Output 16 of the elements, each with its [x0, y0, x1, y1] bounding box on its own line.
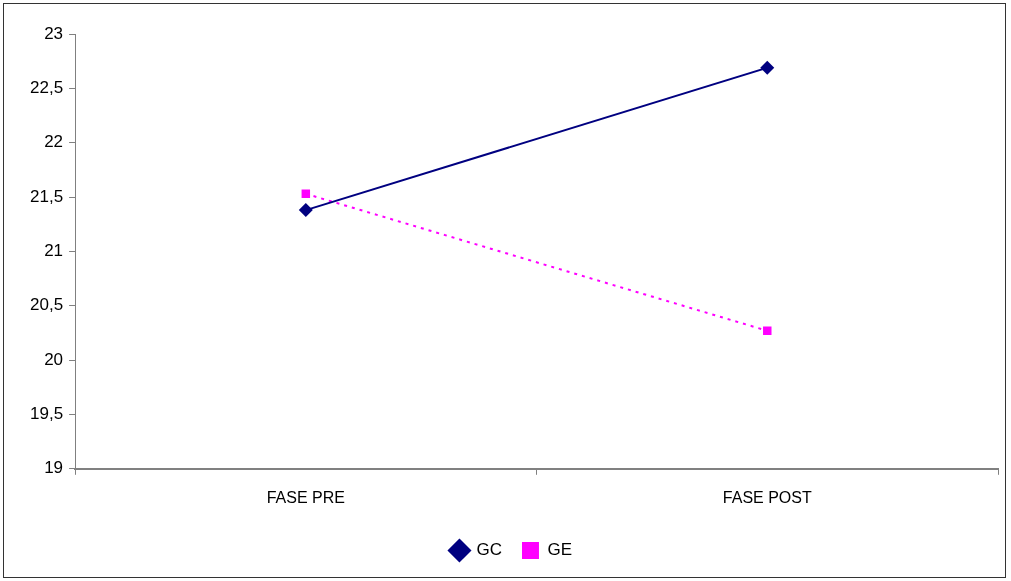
y-tick-label: 23	[44, 23, 64, 43]
y-tick-label: 20	[44, 349, 64, 369]
y-tick-label: 21,5	[29, 186, 64, 206]
y-tick-label: 21	[44, 241, 64, 261]
y-tick-label: 22,5	[29, 78, 64, 98]
x-tick-label: FASE POST	[722, 488, 812, 506]
point	[298, 203, 313, 218]
y-tick-label: 22	[44, 132, 64, 152]
legend-label: GE	[547, 540, 573, 560]
point	[760, 60, 775, 75]
legend-label: GC	[476, 540, 502, 560]
y-tick-label: 20,5	[29, 295, 64, 315]
y-tick-label: 19,5	[29, 404, 64, 424]
x-tick-label: FASE PRE	[266, 488, 345, 506]
point	[763, 326, 772, 335]
y-tick-label: 19	[44, 458, 64, 478]
